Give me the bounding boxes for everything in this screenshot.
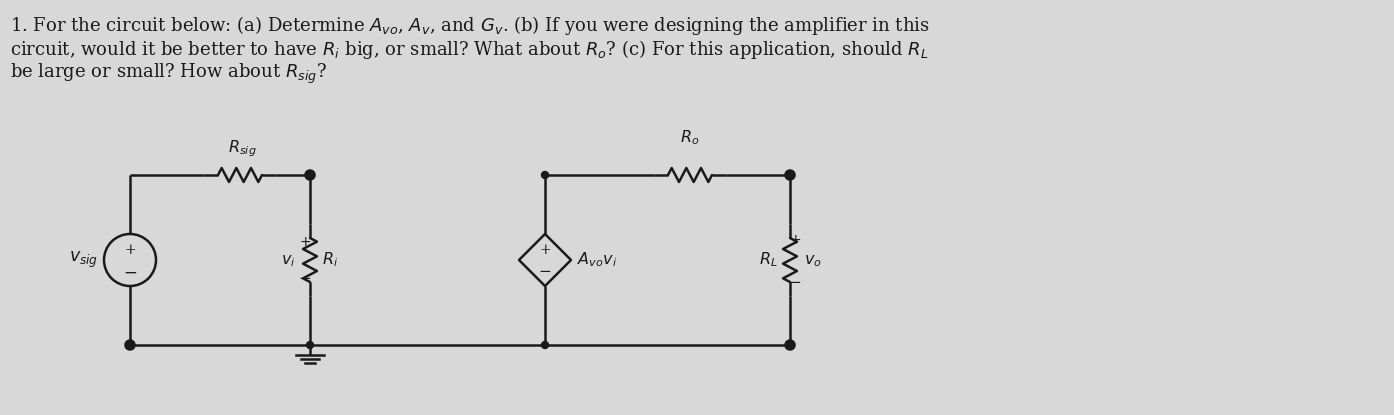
Circle shape bbox=[541, 342, 548, 349]
Circle shape bbox=[307, 342, 314, 349]
Text: $R_{sig}$: $R_{sig}$ bbox=[227, 138, 256, 159]
Text: $v_o$: $v_o$ bbox=[804, 251, 822, 269]
Text: $v_i$: $v_i$ bbox=[282, 251, 296, 269]
Circle shape bbox=[785, 171, 795, 180]
Text: $R_o$: $R_o$ bbox=[680, 128, 700, 147]
Text: be large or small? How about $R_{sig}$?: be large or small? How about $R_{sig}$? bbox=[10, 62, 328, 86]
Text: $A_{vo}v_i$: $A_{vo}v_i$ bbox=[577, 251, 618, 269]
Text: −: − bbox=[123, 265, 137, 282]
Text: $v_{sig}$: $v_{sig}$ bbox=[68, 250, 98, 270]
Circle shape bbox=[785, 340, 795, 349]
Text: +: + bbox=[300, 235, 311, 249]
Circle shape bbox=[125, 340, 134, 349]
Text: circuit, would it be better to have $R_i$ big, or small? What about $R_o$? (c) F: circuit, would it be better to have $R_i… bbox=[10, 38, 928, 61]
Circle shape bbox=[541, 171, 548, 178]
Text: +: + bbox=[124, 243, 135, 257]
Text: −: − bbox=[789, 274, 802, 290]
Text: +: + bbox=[789, 233, 800, 247]
Text: 1. For the circuit below: (a) Determine $A_{vo}$, $A_v$, and $G_v$. (b) If you w: 1. For the circuit below: (a) Determine … bbox=[10, 14, 930, 37]
Circle shape bbox=[305, 171, 315, 180]
Text: $R_i$: $R_i$ bbox=[322, 251, 339, 269]
Text: −: − bbox=[298, 271, 311, 286]
Text: −: − bbox=[538, 265, 552, 279]
Text: +: + bbox=[539, 243, 551, 257]
Text: $R_L$: $R_L$ bbox=[760, 251, 778, 269]
